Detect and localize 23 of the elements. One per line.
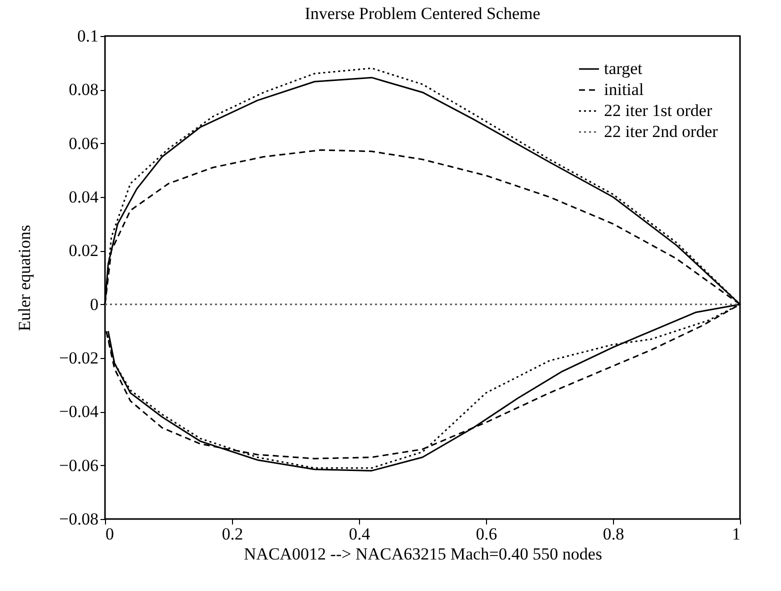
y-tick-label: 0.08 — [68, 80, 98, 100]
y-tick-label: 0.1 — [77, 26, 98, 46]
y-tick-label: −0.06 — [59, 456, 98, 475]
y-tick-label: −0.02 — [59, 348, 98, 368]
chart-title: Inverse Problem Centered Scheme — [304, 4, 540, 23]
x-tick-label: 0.6 — [476, 524, 498, 544]
legend-label: target — [604, 59, 643, 78]
x-tick-label: 0.8 — [602, 524, 624, 544]
y-tick-label: −0.08 — [59, 510, 98, 528]
legend-label: 22 iter 2nd order — [604, 122, 718, 141]
y-axis-title: Euler equations — [15, 224, 34, 332]
x-tick-label: 0.4 — [348, 524, 371, 544]
y-tick-label: 0 — [90, 294, 98, 314]
y-tick-label: 0.04 — [68, 188, 99, 206]
legend-label: 22 iter 1st order — [604, 101, 712, 120]
x-tick-label: 0.2 — [222, 524, 244, 544]
legend-label: initial — [604, 80, 644, 99]
x-tick-label: 1 — [732, 524, 740, 544]
x-tick-label: 0 — [106, 524, 114, 544]
x-axis-title: NACA0012 --> NACA63215 Mach=0.40 550 nodes — [244, 544, 602, 564]
y-tick-label: −0.04 — [59, 402, 99, 422]
y-tick-label: 0.06 — [68, 134, 98, 153]
y-tick-label: 0.02 — [68, 241, 98, 260]
